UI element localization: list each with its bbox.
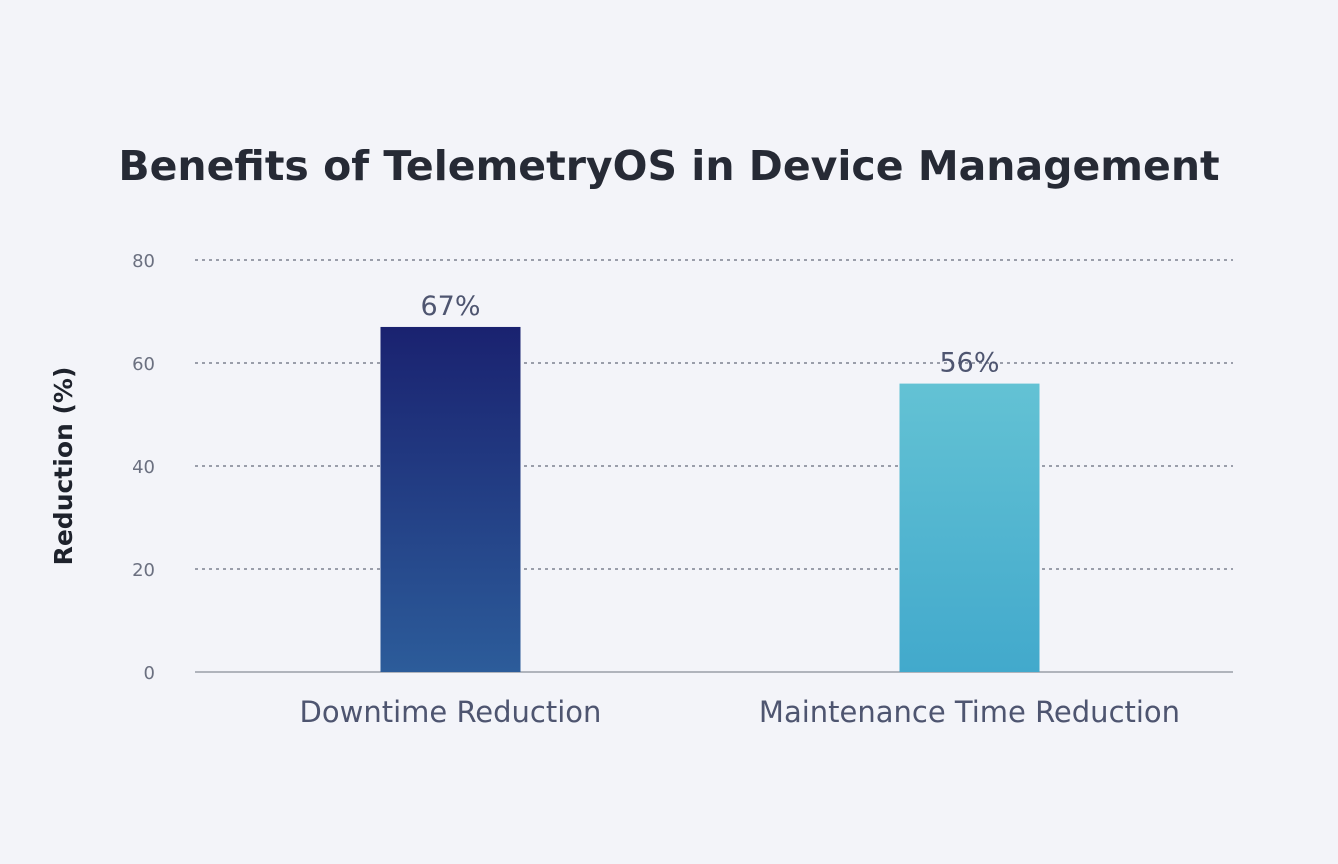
y-tick-label: 60 xyxy=(132,354,155,375)
gridlines xyxy=(195,259,1233,673)
y-axis-label: Reduction (%) xyxy=(49,367,78,566)
y-tick-label: 20 xyxy=(132,560,155,581)
value-labels: 67% 56% xyxy=(420,291,999,379)
x-axis-categories: Downtime Reduction Maintenance Time Reduc… xyxy=(300,695,1181,729)
bars xyxy=(380,326,1040,672)
y-tick-label: 0 xyxy=(144,663,155,684)
x-category-label: Maintenance Time Reduction xyxy=(759,695,1180,729)
y-tick-label: 80 xyxy=(132,251,155,272)
bar-2 xyxy=(899,383,1040,672)
y-tick-label: 40 xyxy=(132,457,155,478)
x-category-label: Downtime Reduction xyxy=(300,695,602,729)
bar-value-label: 56% xyxy=(939,348,999,379)
chart-title: Benefits of TelemetryOS in Device Manage… xyxy=(118,142,1219,190)
y-axis-ticks: 0 20 40 60 80 xyxy=(132,251,155,684)
bar-value-label: 67% xyxy=(420,291,480,322)
bar-1 xyxy=(380,326,521,672)
